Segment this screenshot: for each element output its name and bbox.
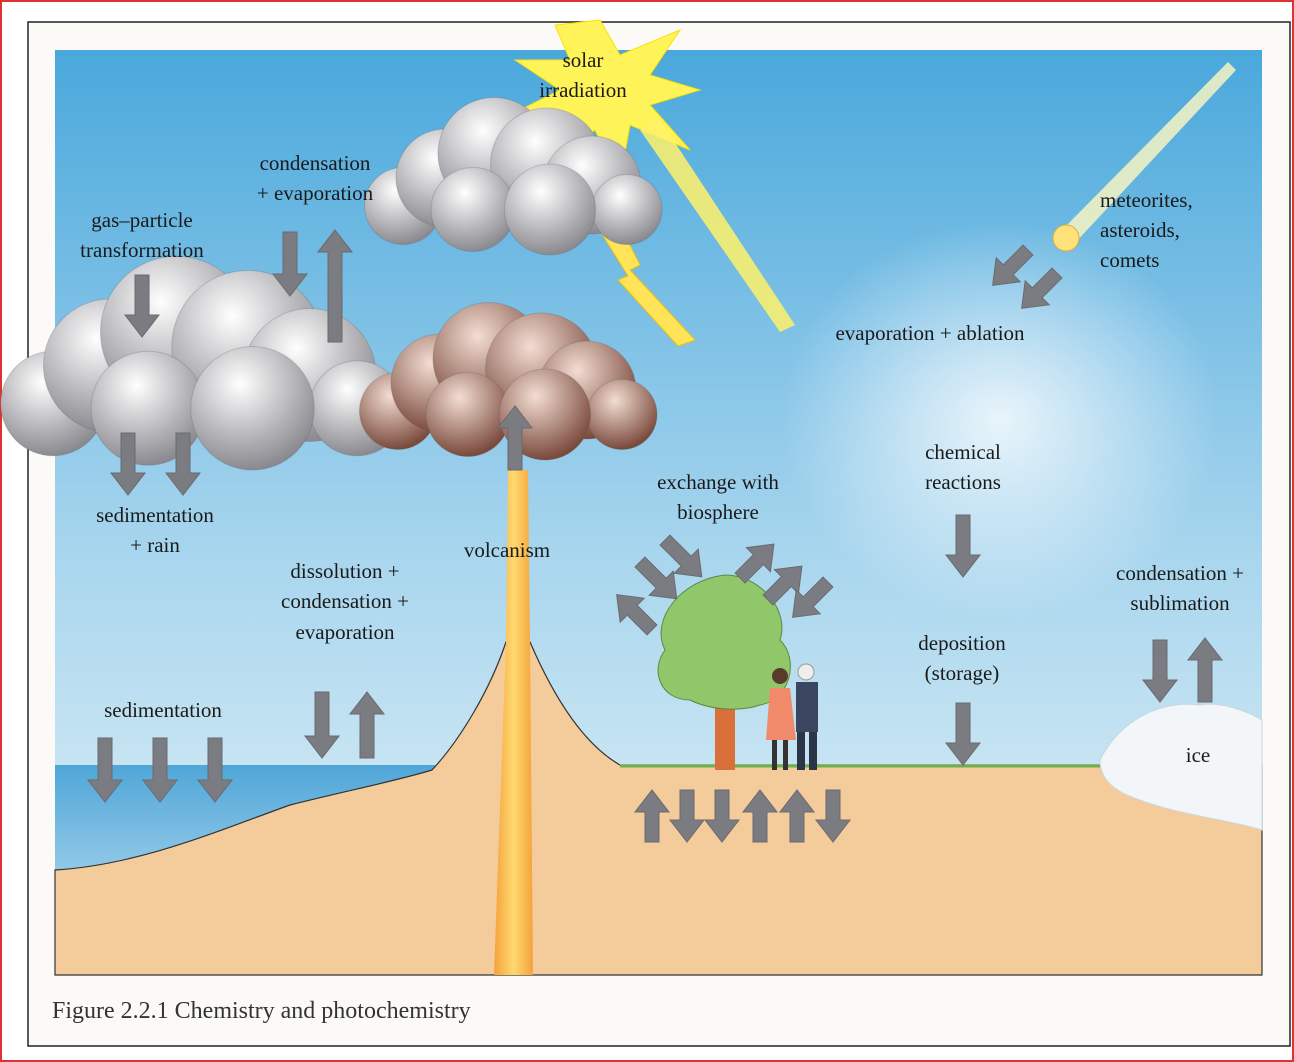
label-line: reactions [925,470,1001,494]
label-line: biosphere [677,500,759,524]
label-line: dissolution + [290,559,399,583]
label-line: sedimentation [96,503,214,527]
label-line: evaporation [295,620,395,644]
label-line: transformation [80,238,204,262]
meteor [1053,225,1079,251]
cloud-puff [587,380,657,450]
label-line: (storage) [925,661,1000,685]
cloud-puff [592,175,662,245]
label-line: sublimation [1130,591,1230,615]
cloud-puff [191,347,315,471]
cloud-puff [505,164,596,255]
label-line: condensation [260,151,371,175]
label-line: gas–particle [91,208,192,232]
caption: Figure 2.2.1 Chemistry and photochemistr… [52,998,471,1024]
cloud-puff [426,373,510,457]
figure-page: solar irradiation condensation + evapora… [0,0,1294,1062]
label-line: asteroids, [1100,218,1180,242]
label-line: deposition [918,631,1006,655]
label-line: meteorites, [1100,188,1193,212]
label-line: evaporation + ablation [835,321,1025,345]
label-line: chemical [925,440,1001,464]
label-line: exchange with [657,470,779,494]
label-line: + rain [130,533,180,557]
label-line: irradiation [539,78,627,102]
label-line: volcanism [464,538,550,562]
label-line: comets [1100,248,1159,272]
label-line: ice [1186,743,1210,767]
label-line: condensation + [1116,561,1244,585]
label-line: condensation + [281,589,409,613]
cloud-puff [431,168,515,252]
label-line: + evaporation [257,181,374,205]
label-line: sedimentation [104,698,222,722]
label-line: solar [563,48,604,72]
